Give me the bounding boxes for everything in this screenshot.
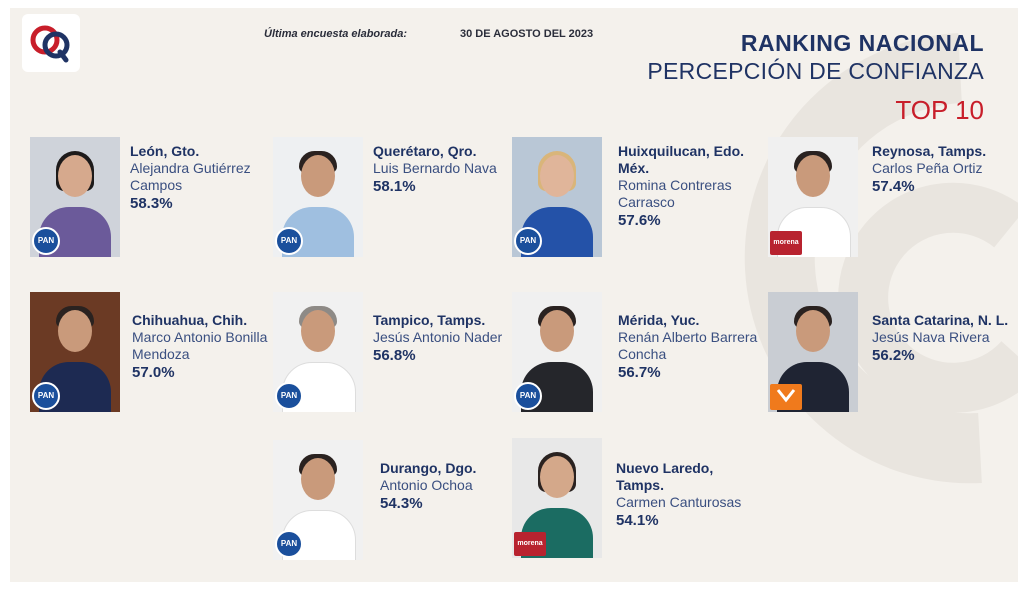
morena-badge-icon: morena [770, 231, 802, 255]
card-percentage: 56.8% [373, 347, 416, 364]
card-city: Nuevo Laredo, Tamps. [616, 460, 714, 493]
pan-badge-icon: PAN [275, 530, 303, 558]
ranking-slide: Última encuesta elaborada: 30 DE AGOSTO … [10, 8, 1018, 582]
pan-badge-icon: PAN [32, 227, 60, 255]
card-percentage: 57.6% [618, 212, 661, 229]
card-name: Renán Alberto Barrera Concha [618, 329, 758, 362]
card-percentage: 56.7% [618, 364, 661, 381]
candidate-photo: morena [512, 438, 602, 558]
card-city: Tampico, Tamps. [373, 312, 486, 328]
logo-icon [30, 25, 70, 63]
card-percentage: 58.1% [373, 178, 416, 195]
card-city: Santa Catarina, N. L. [872, 312, 1009, 328]
brand-logo [22, 14, 80, 72]
card-name: Alejandra Gutiérrez Campos [130, 160, 251, 193]
candidate-photo: PAN [30, 137, 120, 257]
candidate-photo: PAN [512, 137, 602, 257]
page-subtitle: PERCEPCIÓN DE CONFIANZA [647, 58, 984, 84]
page-title: RANKING NACIONAL [740, 30, 984, 56]
brand-watermark-icon [744, 33, 1018, 484]
card-city: Reynosa, Tamps. [872, 143, 987, 159]
candidate-photo: PAN [273, 137, 363, 257]
card-name: Jesús Nava Rivera [872, 329, 990, 345]
card-name: Antonio Ochoa [380, 477, 473, 493]
card-name: Romina Contreras Carrasco [618, 177, 732, 210]
mc-logo-icon [776, 389, 796, 403]
card-name: Marco Antonio Bonilla Mendoza [132, 329, 268, 362]
candidate-photo [768, 292, 858, 412]
card-percentage: 56.2% [872, 347, 915, 364]
card-percentage: 54.3% [380, 495, 423, 512]
card-percentage: 57.0% [132, 364, 175, 381]
pan-badge-icon: PAN [275, 382, 303, 410]
pan-badge-icon: PAN [275, 227, 303, 255]
pan-badge-icon: PAN [32, 382, 60, 410]
card-city: Querétaro, Qro. [373, 143, 477, 159]
candidate-photo: morena [768, 137, 858, 257]
card-percentage: 57.4% [872, 178, 915, 195]
candidate-photo: PAN [273, 440, 363, 560]
card-name: Jesús Antonio Nader [373, 329, 503, 345]
top-10-label: TOP 10 [895, 95, 984, 125]
card-city: Mérida, Yuc. [618, 312, 700, 328]
card-city: Chihuahua, Chih. [132, 312, 248, 328]
movimiento-ciudadano-badge-icon [770, 384, 802, 410]
candidate-photo: PAN [512, 292, 602, 412]
candidate-photo: PAN [273, 292, 363, 412]
card-city: Huixquilucan, Edo. Méx. [618, 143, 745, 176]
card-percentage: 58.3% [130, 195, 173, 212]
card-city: Durango, Dgo. [380, 460, 477, 476]
pan-badge-icon: PAN [514, 227, 542, 255]
pan-badge-icon: PAN [514, 382, 542, 410]
survey-date: 30 DE AGOSTO DEL 2023 [460, 28, 594, 40]
morena-badge-icon: morena [514, 532, 546, 556]
card-name: Luis Bernardo Nava [373, 160, 497, 176]
card-percentage: 54.1% [616, 512, 659, 529]
card-name: Carmen Canturosas [616, 494, 742, 510]
card-city: León, Gto. [130, 143, 200, 159]
survey-label: Última encuesta elaborada: [264, 28, 408, 40]
card-name: Carlos Peña Ortiz [872, 160, 983, 176]
candidate-photo: PAN [30, 292, 120, 412]
